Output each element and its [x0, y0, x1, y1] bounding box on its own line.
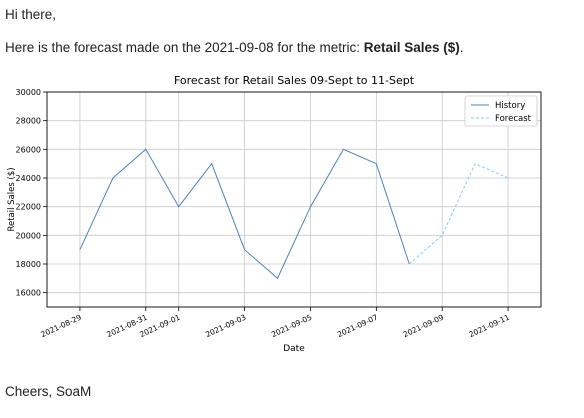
series-line-history [79, 148, 410, 280]
forecast-chart: Forecast for Retail Sales 09-Sept to 11-… [0, 66, 584, 358]
forecast-date: 2021-09-08 [204, 40, 274, 55]
metric-name: Retail Sales ($) [363, 40, 460, 55]
x-tick-label: 2021-09-03 [204, 313, 248, 340]
y-tick-label: 18000 [16, 260, 41, 269]
y-tick-label: 20000 [16, 231, 41, 240]
x-axis-label: Date [283, 344, 305, 354]
x-tick-label: 2021-08-29 [39, 313, 83, 340]
intro-prefix: Here is the forecast made on the [5, 40, 205, 55]
y-tick-label: 16000 [16, 289, 41, 298]
intro-text: Here is the forecast made on the 2021-09… [5, 40, 464, 55]
legend-label-history: History [495, 101, 525, 111]
legend-label-forecast: Forecast [495, 114, 532, 124]
signoff-text: Cheers, SoaM [5, 384, 92, 399]
y-tick-label: 30000 [16, 88, 41, 97]
x-tick-label: 2021-09-11 [468, 313, 512, 340]
chart-title: Forecast for Retail Sales 09-Sept to 11-… [174, 74, 415, 87]
y-tick-label: 22000 [16, 203, 41, 212]
x-tick-label: 2021-09-09 [402, 313, 446, 340]
plot-frame [46, 91, 542, 308]
y-tick-label: 24000 [16, 174, 41, 183]
series-line-forecast [408, 163, 509, 265]
x-tick-label: 2021-09-07 [336, 313, 380, 340]
forecast-chart-svg: Forecast for Retail Sales 09-Sept to 11-… [7, 74, 542, 354]
y-axis-label: Retail Sales ($) [7, 167, 17, 231]
y-tick-label: 28000 [16, 117, 41, 126]
intro-middle: for the metric: [273, 40, 364, 55]
y-tick-label: 26000 [16, 145, 41, 154]
x-tick-label: 2021-09-05 [270, 313, 314, 340]
greeting-text: Hi there, [5, 7, 57, 22]
intro-suffix: . [459, 40, 464, 55]
